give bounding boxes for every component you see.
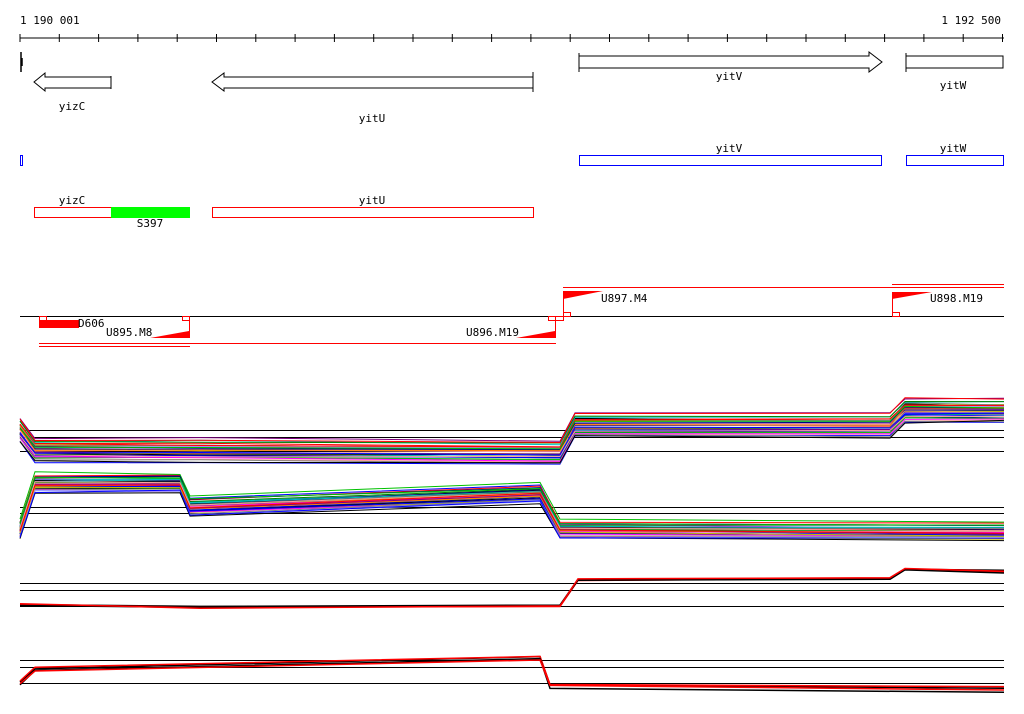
red-feature-yizC[interactable]: yizC (34, 194, 112, 218)
expression-panel-4 (19, 655, 1005, 694)
expression-profile (19, 474, 1005, 524)
expression-profile (19, 404, 1005, 448)
gene-label: yitW (940, 79, 967, 92)
expression-profile (19, 419, 1005, 464)
position-ruler (19, 34, 1004, 42)
ruler-end-label: 1 192 500 (941, 14, 1001, 27)
segment-label: U898.M19 (930, 292, 983, 305)
expression-profile (19, 655, 1005, 688)
blue-feature-yitV[interactable]: yitV (579, 142, 882, 166)
expression-profile (19, 471, 1005, 523)
feature-label: S397 (137, 217, 164, 230)
segment-label: D606 (78, 317, 105, 330)
segment-label: U897.M4 (601, 292, 648, 305)
gene-label: yitV (716, 70, 743, 83)
feature-S397[interactable]: S397 (111, 207, 190, 230)
expression-profile (19, 568, 1005, 609)
expression-profile (19, 412, 1005, 456)
expression-profile (19, 418, 1005, 462)
expression-profile (19, 400, 1005, 444)
blue-feature-label: yitW (940, 142, 967, 155)
expression-profile (19, 403, 1005, 449)
expression-profile (19, 481, 1005, 532)
expression-panel-1 (19, 397, 1005, 465)
gene-yizC[interactable]: yizC (33, 71, 112, 113)
segment-upper-U897[interactable]: U897.M4 (563, 287, 1004, 317)
expression-profile (19, 405, 1005, 450)
gene-yitU[interactable]: yitU (211, 72, 534, 125)
expression-profile (19, 415, 1005, 458)
expression-profile (19, 489, 1005, 539)
blue-feature[interactable] (20, 155, 23, 166)
expression-profile (19, 397, 1005, 444)
red-feature-yitU[interactable]: yitU (212, 194, 534, 218)
expression-profile (19, 476, 1005, 526)
expression-profile (19, 567, 1005, 609)
gene-label: yizC (59, 100, 86, 113)
expression-panel-2 (19, 471, 1005, 542)
segment-label: U895.M8 (106, 326, 152, 339)
expression-profile (19, 484, 1005, 534)
red-feature-label: yitU (359, 194, 386, 207)
segment-U895[interactable]: U895.M8 (39, 316, 190, 347)
expression-profile (19, 407, 1005, 452)
red-feature-label: yizC (59, 194, 86, 207)
ruler-start-label: 1 190 001 (20, 14, 80, 27)
expression-panel-3 (19, 567, 1005, 609)
gene-yitW[interactable]: yitW (905, 53, 1004, 92)
gene-yitV[interactable]: yitV (578, 50, 883, 83)
segment-D606[interactable]: D606 (39, 316, 105, 331)
expression-profile (19, 659, 1005, 691)
segment-U896[interactable]: U896.M19 (39, 316, 564, 344)
expression-profile (19, 568, 1005, 608)
blue-feature-label: yitV (716, 142, 743, 155)
gene-label: yitU (359, 112, 386, 125)
blue-feature-yitW[interactable]: yitW (906, 142, 1004, 166)
segment-upper-U898[interactable]: U898.M19 (892, 284, 1004, 317)
expression-profile (19, 569, 1005, 609)
segment-label: U896.M19 (466, 326, 519, 339)
expression-panels (19, 397, 1005, 694)
expression-profile (19, 417, 1005, 460)
partial-gene-marker (20, 52, 23, 72)
